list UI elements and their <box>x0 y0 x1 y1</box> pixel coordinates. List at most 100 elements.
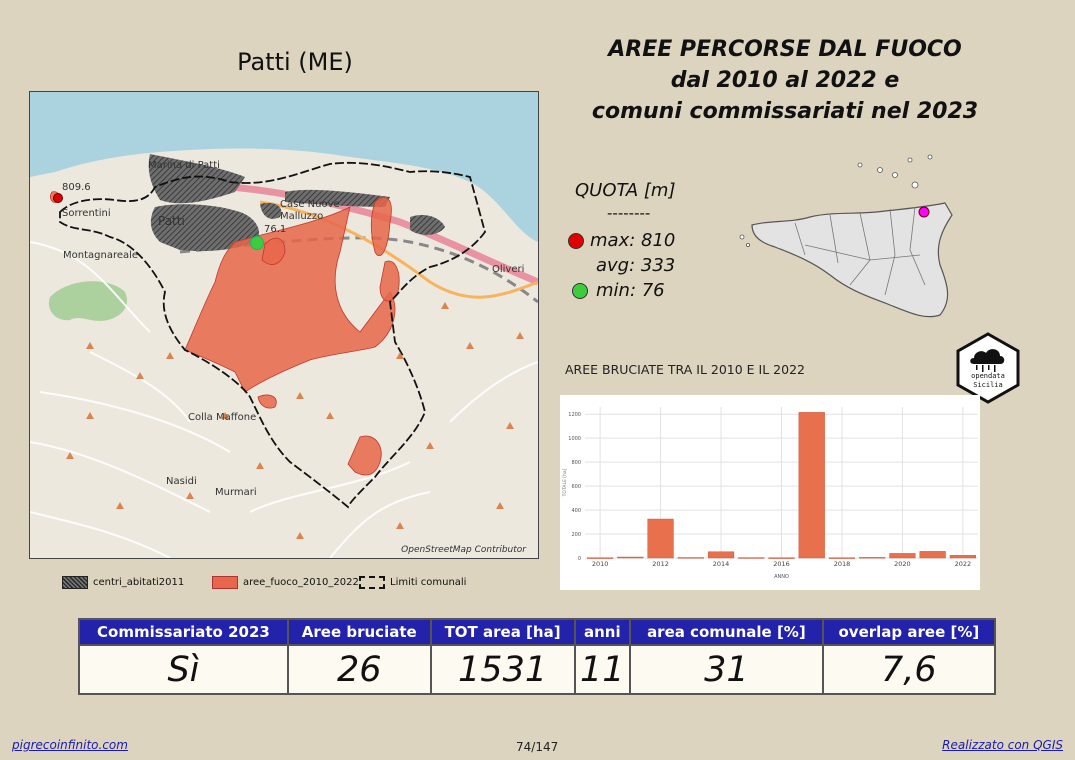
header-overlap: overlap aree [%] <box>821 618 997 646</box>
max-elevation-marker <box>53 193 63 203</box>
bar-chart: 0 200 400 600 800 1000 1200 2010 2012 2014 2016 201… <box>560 395 980 590</box>
x-tick-label: 2022 <box>955 560 972 568</box>
value-overlap: 7,6 <box>821 644 997 695</box>
label-marina-di-patti: Marina di Patti <box>148 160 220 171</box>
label-nasidi: Nasidi <box>166 476 197 487</box>
bar <box>617 556 644 559</box>
sicily-outline <box>751 202 953 318</box>
motorway <box>229 183 538 286</box>
map-canvas <box>30 92 538 558</box>
label-murmari: Murmari <box>215 487 257 498</box>
min-elevation-marker <box>250 236 264 250</box>
built-up-patti <box>150 204 260 252</box>
x-tick-label: 2020 <box>894 560 911 568</box>
value-anni: 11 <box>573 644 632 695</box>
x-tick-label: 2012 <box>652 560 669 568</box>
main-title-line1: AREE PERCORSE DAL FUOCO <box>608 37 962 62</box>
logo-text-line1: opendata <box>971 372 1005 380</box>
x-axis-label: ANNO <box>774 574 789 580</box>
bar <box>707 551 735 559</box>
map-attribution: OpenStreetMap Contributor <box>401 545 526 555</box>
value-area-comunale: 31 <box>629 644 824 695</box>
label-sorrentini: Sorrentini <box>62 208 111 219</box>
bar <box>919 551 946 559</box>
x-tick-label: 2016 <box>773 560 790 568</box>
header-tot-area: TOT area [ha] <box>429 618 576 646</box>
map-legend: centri_abitati2011 aree_fuoco_2010_2022 … <box>62 576 532 596</box>
legend-item-limiti: Limiti comunali <box>359 576 466 589</box>
label-oliveri: Oliveri <box>492 264 525 275</box>
label-case-nuove: Case Nuove Malluzzo <box>280 199 340 222</box>
label-montagnareale: Montagnareale <box>63 250 139 261</box>
quota-max: max: 810 <box>568 230 675 251</box>
main-title-line2: dal 2010 al 2022 e <box>670 68 900 93</box>
logo-text-line2: Sicilia <box>973 381 1003 389</box>
stats-value-row: Sì 26 1531 11 31 7,6 <box>78 644 997 695</box>
main-title-line3: comuni commissariati nel 2023 <box>591 99 979 124</box>
y-tick-label: 1200 <box>568 412 581 418</box>
page-number: 74/147 <box>516 740 559 754</box>
footer-qgis-link[interactable]: Realizzato con QGIS <box>942 738 1063 752</box>
footer-site-link[interactable]: pigrecoinfinito.com <box>12 738 128 752</box>
value-tot-area: 1531 <box>429 644 576 695</box>
patti-location-dot <box>918 206 930 218</box>
wood-area <box>48 281 128 321</box>
legend-label-fuoco: aree_fuoco_2010_2022 <box>243 577 359 588</box>
legend-item-centri-abitati: centri_abitati2011 <box>62 576 184 589</box>
min-dot-icon <box>572 282 588 299</box>
municipal-boundary <box>59 161 486 509</box>
y-tick-label: 1000 <box>568 436 581 442</box>
bar <box>798 412 825 559</box>
quota-avg-label: avg: 333 <box>596 255 676 276</box>
label-patti: Patti <box>158 214 185 228</box>
boundary-swatch-icon <box>359 576 385 589</box>
max-dot-icon <box>568 232 584 249</box>
bar-chart-canvas: 0 200 400 600 800 1000 1200 2010 2012 2014 2016 201… <box>562 407 978 580</box>
opendata-sicilia-logo: opendata Sicilia <box>952 332 1024 404</box>
y-tick-label: 0 <box>578 556 581 562</box>
sicily-locator-map <box>720 145 975 335</box>
quota-min-label: min: 76 <box>596 280 665 301</box>
bar <box>647 518 674 559</box>
quota-max-label: max: 810 <box>590 230 676 251</box>
quota-min: min: 76 <box>572 280 665 301</box>
y-tick-label: 600 <box>571 484 581 490</box>
legend-label-limiti: Limiti comunali <box>390 577 467 588</box>
legend-label-centri: centri_abitati2011 <box>93 577 185 588</box>
bar <box>828 557 856 559</box>
bar <box>587 557 614 559</box>
x-tick-label: 2014 <box>713 560 730 568</box>
bar <box>768 557 795 559</box>
header-aree-bruciate: Aree bruciate <box>286 618 432 646</box>
comune-title: Patti (ME) <box>237 48 353 76</box>
stats-header-row: Commissariato 2023 Aree bruciate TOT are… <box>78 618 997 646</box>
stats-table: Commissariato 2023 Aree bruciate TOT are… <box>78 618 997 695</box>
quota-separator: -------- <box>607 204 651 222</box>
map-panel[interactable]: Marina di Patti Patti Case Nuove Malluzz… <box>29 91 539 559</box>
bar <box>949 555 976 559</box>
sea-area <box>30 92 538 242</box>
y-tick-label: 200 <box>571 532 581 538</box>
hatch-swatch-icon <box>62 576 88 589</box>
y-tick-label: 400 <box>571 508 581 514</box>
fire-areas <box>50 191 400 476</box>
value-commissariato: Sì <box>78 644 289 695</box>
main-title: AREE PERCORSE DAL FUOCO dal 2010 al 2022… <box>560 34 1010 127</box>
min-elevation-label: 76.1 <box>264 224 287 235</box>
x-tick-label: 2010 <box>592 560 609 568</box>
bar <box>889 553 916 559</box>
value-aree-bruciate: 26 <box>286 644 432 695</box>
bar <box>859 557 886 559</box>
y-tick-label: 800 <box>571 460 581 466</box>
y-axis-label: TOTALE [ha] <box>562 468 568 497</box>
header-commissariato: Commissariato 2023 <box>78 618 289 646</box>
built-up-marina <box>148 154 245 204</box>
x-tick-label: 2018 <box>834 560 851 568</box>
legend-item-aree-fuoco: aree_fuoco_2010_2022 <box>212 576 359 589</box>
label-colla-maffone: Colla Maffone <box>188 412 257 423</box>
header-anni: anni <box>573 618 632 646</box>
chart-title: AREE BRUCIATE TRA IL 2010 E IL 2022 <box>565 362 805 377</box>
fire-swatch-icon <box>212 576 238 589</box>
header-area-comunale: area comunale [%] <box>629 618 824 646</box>
quota-title: QUOTA [m] <box>575 180 676 201</box>
